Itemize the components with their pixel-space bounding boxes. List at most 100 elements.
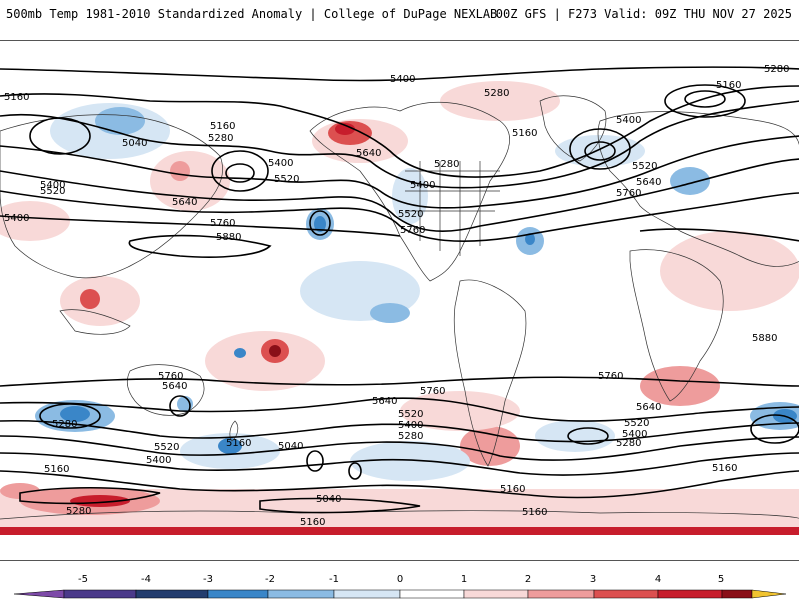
north-america-outline bbox=[309, 101, 510, 282]
contour-label: 5160 bbox=[4, 92, 29, 103]
cold-anomaly bbox=[95, 107, 145, 135]
cold-anomaly bbox=[60, 406, 90, 422]
colorbar-segment bbox=[721, 589, 753, 599]
colorbar-segment bbox=[63, 589, 137, 599]
contour-line bbox=[29, 117, 91, 155]
contour-line bbox=[0, 100, 799, 189]
header: 500mb Temp 1981-2010 Standardized Anomal… bbox=[0, 0, 800, 40]
contour-label: 5160 bbox=[712, 463, 737, 474]
contour-label: 5160 bbox=[522, 507, 547, 518]
colorbar-label: 5 bbox=[717, 574, 725, 585]
contour-label: 5520 bbox=[154, 442, 179, 453]
contour-label: 5280 bbox=[764, 64, 789, 75]
cold-anomaly bbox=[234, 348, 246, 358]
new-zealand-outline bbox=[229, 420, 239, 442]
contour-line bbox=[348, 462, 362, 480]
contour-line bbox=[0, 190, 799, 242]
contour-label: 5760 bbox=[598, 371, 623, 382]
contour-line bbox=[750, 414, 799, 444]
contour-line bbox=[0, 158, 799, 232]
cold-anomaly bbox=[314, 216, 326, 232]
colorbar-label: 0 bbox=[396, 574, 404, 585]
map-frame: 5400 5160 5040 5160 5280 5400 5520 5400 … bbox=[0, 40, 799, 561]
contour-label: 5160 bbox=[716, 80, 741, 91]
europe-asia-outline bbox=[597, 111, 799, 267]
contour-line bbox=[569, 128, 631, 170]
contour-line bbox=[19, 486, 161, 505]
cold-anomaly bbox=[350, 441, 470, 481]
weather-map: 5400 5160 5040 5160 5280 5400 5520 5400 … bbox=[0, 64, 799, 535]
contour-label: 5520 bbox=[632, 161, 657, 172]
contour-label: 5400 bbox=[410, 180, 435, 191]
warm-anomaly bbox=[60, 276, 140, 326]
height-contours bbox=[0, 66, 799, 514]
contour-label: 5640 bbox=[636, 402, 661, 413]
contour-line bbox=[639, 228, 799, 242]
warm-anomaly bbox=[150, 151, 230, 211]
contour-label: 5160 bbox=[210, 121, 235, 132]
contour-line bbox=[225, 163, 255, 183]
cold-anomaly bbox=[525, 233, 535, 245]
contour-label: 5160 bbox=[500, 484, 525, 495]
contour-label: 5760 bbox=[400, 225, 425, 236]
contour-label: 5400 bbox=[390, 74, 415, 85]
warm-anomaly bbox=[400, 391, 520, 431]
colorbar-segment bbox=[267, 589, 335, 599]
warm-anomaly bbox=[0, 201, 70, 241]
cold-anomaly bbox=[392, 168, 428, 224]
south-america-outline bbox=[453, 279, 527, 467]
contour-label: 5280 bbox=[52, 419, 77, 430]
contour-label: 5760 bbox=[158, 371, 183, 382]
contour-line bbox=[306, 450, 324, 472]
contour-label: 5640 bbox=[372, 396, 397, 407]
contour-label: 5640 bbox=[162, 381, 187, 392]
colorbar-segment bbox=[399, 589, 465, 599]
colorbar-label: -3 bbox=[203, 574, 213, 585]
colorbar-label: 2 bbox=[524, 574, 532, 585]
contour-line bbox=[664, 84, 746, 118]
warm-anomaly bbox=[70, 495, 130, 507]
australia-outline bbox=[126, 364, 205, 416]
contour-line bbox=[0, 435, 799, 461]
contour-label: 5760 bbox=[210, 218, 235, 229]
contour-label: 5400 bbox=[146, 455, 171, 466]
contour-line bbox=[211, 150, 269, 192]
contour-line bbox=[309, 210, 331, 236]
colorbar-label: -2 bbox=[265, 574, 275, 585]
contour-label: 5760 bbox=[420, 386, 445, 397]
contour-line bbox=[128, 234, 272, 258]
contour-label: 5280 bbox=[616, 438, 641, 449]
contour-line bbox=[259, 497, 421, 514]
warm-anomaly bbox=[0, 483, 40, 499]
contour-label: 5520 bbox=[398, 209, 423, 220]
contour-line bbox=[39, 403, 101, 429]
contour-label: 5520 bbox=[398, 409, 423, 420]
anomaly-shading bbox=[0, 81, 799, 535]
colorbar-segment bbox=[463, 589, 529, 599]
colorbar-label: -5 bbox=[78, 574, 88, 585]
colorbar: -5 -4 -3 -2 -1 0 1 2 3 4 5 bbox=[0, 570, 800, 600]
colorbar-segment bbox=[527, 589, 595, 599]
asia-west-outline bbox=[0, 114, 223, 279]
antarctica-outline bbox=[0, 510, 799, 520]
antarctic-warm-core bbox=[0, 527, 799, 535]
contour-line bbox=[169, 395, 191, 417]
map-title: 500mb Temp 1981-2010 Standardized Anomal… bbox=[6, 7, 498, 21]
contour-label: 5160 bbox=[300, 517, 325, 528]
warm-anomaly bbox=[660, 231, 799, 311]
colorbar-label: -4 bbox=[141, 574, 151, 585]
contour-line bbox=[584, 141, 616, 161]
contour-label: 5400 bbox=[4, 213, 29, 224]
colorbar-segment bbox=[657, 589, 723, 599]
contour-label: 5880 bbox=[216, 232, 241, 243]
colorbar-label: -1 bbox=[329, 574, 339, 585]
colorbar-segment bbox=[135, 589, 209, 599]
contour-label: 5400 bbox=[616, 115, 641, 126]
warm-anomaly bbox=[80, 289, 100, 309]
contour-line bbox=[0, 470, 799, 499]
contour-line bbox=[684, 90, 726, 108]
contour-line bbox=[0, 66, 799, 82]
colorbar-scale bbox=[13, 589, 787, 599]
cold-anomaly bbox=[370, 303, 410, 323]
contour-label: 5280 bbox=[484, 88, 509, 99]
